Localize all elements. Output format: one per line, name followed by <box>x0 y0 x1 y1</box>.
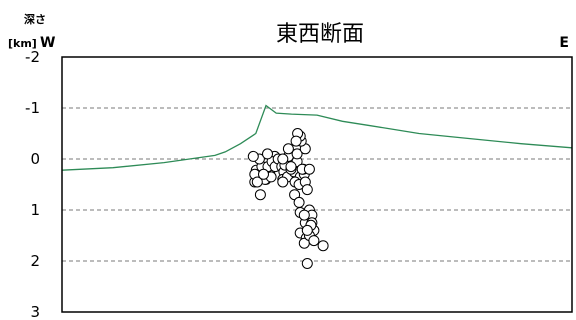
y-tick-label: 3 <box>30 303 40 320</box>
hypocenter-point <box>247 150 259 162</box>
y-tick-label: -1 <box>25 99 40 117</box>
west-label: W <box>40 35 55 51</box>
y-tick-label: 2 <box>30 252 40 270</box>
grid-lines <box>62 107 572 262</box>
hypocenter-point <box>258 168 269 180</box>
hypocenter-point <box>262 148 273 160</box>
hypocenter-point <box>301 258 313 269</box>
hypocenter-point <box>301 224 313 236</box>
topography-line <box>61 104 573 171</box>
hypocenter-point <box>277 153 289 165</box>
hypocenter-point <box>303 163 315 175</box>
hypocenter-point <box>254 189 266 201</box>
hypocenter-point <box>298 209 310 221</box>
hypocenter-point <box>282 143 294 155</box>
hypocenter-point <box>317 240 329 252</box>
hypocenter-points <box>247 128 329 269</box>
hypocenter-point <box>251 176 263 188</box>
y-tick-label: -2 <box>25 48 40 66</box>
hypocenter-point <box>291 148 303 160</box>
y-tick-label: 0 <box>30 150 40 168</box>
hypocenter-point <box>293 196 305 208</box>
y-axis-unit: [km] <box>8 37 37 50</box>
hypocenter-point <box>285 161 297 173</box>
hypocenter-point <box>308 235 320 247</box>
hypocenter-point <box>277 176 289 188</box>
y-tick-label: 1 <box>30 201 40 219</box>
plot-frame <box>61 56 573 313</box>
y-tick-labels: -2 -1 0 1 2 3 <box>25 48 40 320</box>
chart-title: 東西断面 <box>276 22 364 47</box>
y-axis-label: 深さ <box>24 12 46 26</box>
hypocenter-point <box>290 135 302 147</box>
east-label: E <box>559 35 569 51</box>
hypocenter-point <box>301 184 313 196</box>
